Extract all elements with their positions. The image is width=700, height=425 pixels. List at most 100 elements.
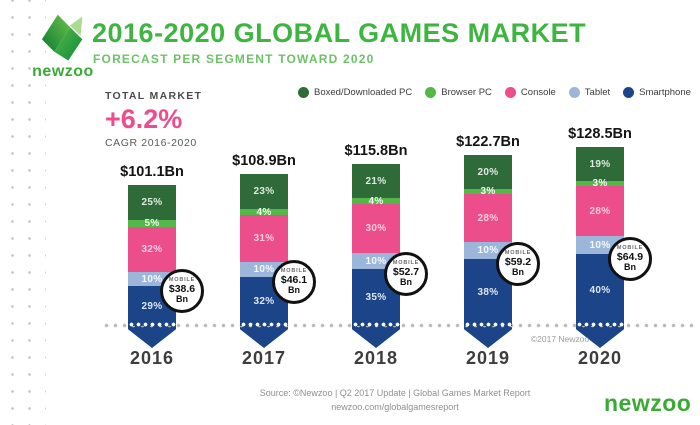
badge-value: $59.2 — [504, 255, 532, 268]
bar-segment-boxed-downloaded-pc: 25% — [128, 185, 176, 220]
segment-percent-label: 10% — [477, 245, 499, 256]
legend-color-dot-icon — [425, 87, 437, 98]
bar-arrow-tip — [128, 326, 176, 348]
badge-value: $64.9 — [616, 250, 644, 263]
newzoo-logo-icon — [41, 14, 83, 61]
badge-value: $46.1 — [280, 273, 308, 286]
bar-segment-boxed-downloaded-pc: 23% — [240, 174, 288, 209]
legend-color-dot-icon — [623, 87, 635, 98]
bar-arrow-tip — [352, 326, 400, 348]
segment-percent-label: 4% — [256, 206, 272, 218]
segment-percent-label: 29% — [141, 300, 163, 312]
badge-value: $52.7 — [392, 265, 420, 278]
badge-unit: Bn — [288, 284, 300, 295]
legend-item-2: Console — [504, 87, 556, 98]
stacked-bar-2018: 21% 4% 30% 10% 35% — [352, 164, 400, 326]
legend-item-1: Browser PC — [425, 87, 492, 98]
segment-percent-label: 3% — [480, 186, 496, 197]
legend-color-dot-icon — [504, 87, 516, 98]
x-axis-year-label: 2018 — [353, 348, 399, 368]
legend-item-label: Smartphone — [639, 87, 691, 98]
segment-percent-label: 21% — [365, 175, 387, 187]
badge-unit: Bn — [176, 293, 188, 304]
badge-unit: Bn — [512, 266, 524, 277]
legend-color-dot-icon — [298, 87, 309, 98]
bar-segment-console: 31% — [240, 215, 288, 262]
total-market-block: TOTAL MARKET +6.2% CAGR 2016-2020 — [105, 90, 215, 149]
newzoo-logo-wordmark: newzoo — [32, 63, 94, 80]
bar-segment-browser-pc: 4% — [240, 206, 288, 218]
segment-percent-label: 30% — [365, 223, 387, 234]
mobile-total-badge: MOBILE $64.9 Bn — [608, 237, 652, 281]
segment-percent-label: 10% — [589, 239, 611, 251]
badge-unit: Bn — [624, 261, 636, 272]
badge-value: $38.6 — [168, 282, 196, 295]
badge-mobile-label: MOBILE — [392, 259, 420, 266]
segment-percent-label: 25% — [141, 197, 163, 208]
stacked-bar-2020: 19% 3% 28% 10% 40% — [576, 147, 624, 326]
mobile-total-badge: MOBILE $38.6 Bn — [160, 269, 204, 313]
x-axis-year-label: 2017 — [241, 348, 287, 368]
x-axis-year-label: 2020 — [577, 348, 623, 368]
baseline-white-dots — [128, 322, 176, 327]
segment-percent-label: 35% — [365, 292, 387, 303]
bar-segment-browser-pc: 5% — [128, 218, 176, 229]
bar-segment-boxed-downloaded-pc: 21% — [352, 164, 400, 198]
baseline-dotted-line — [102, 323, 698, 328]
total-market-cagr-value: +6.2% — [105, 104, 183, 134]
bar-segment-console: 28% — [576, 186, 624, 236]
segment-percent-label: 28% — [477, 212, 499, 224]
baseline-white-dots — [352, 322, 400, 327]
decorative-dot-grid — [0, 0, 46, 425]
segment-percent-label: 10% — [365, 255, 387, 267]
source-block: Source: ©Newzoo | Q2 2017 Update | Globa… — [175, 388, 615, 412]
legend-item-label: Console — [520, 87, 556, 98]
bar-segment-console: 28% — [464, 194, 512, 242]
bar-segment-boxed-downloaded-pc: 19% — [576, 147, 624, 181]
segment-percent-label: 10% — [141, 273, 163, 285]
bar-total-label: $122.7Bn — [456, 134, 520, 150]
x-axis-year-label: 2016 — [129, 348, 175, 368]
bar-arrow-tip — [240, 326, 288, 348]
mobile-total-badge: MOBILE $52.7 Bn — [384, 252, 428, 296]
bar-segment-boxed-downloaded-pc: 20% — [464, 155, 512, 189]
segment-percent-label: 31% — [253, 233, 275, 244]
stacked-bar-2019: 20% 3% 28% 10% 38% — [464, 155, 512, 326]
bar-total-label: $101.1Bn — [120, 164, 184, 180]
segment-percent-label: 38% — [477, 287, 499, 298]
legend-item-3: Tablet — [568, 87, 611, 98]
segment-percent-label: 19% — [589, 158, 611, 170]
bar-segment-browser-pc: 3% — [576, 178, 624, 189]
bar-segment-browser-pc: 4% — [352, 195, 400, 207]
segment-percent-label: 32% — [253, 296, 275, 307]
chart-legend: Boxed/Downloaded PC Browser PC Console Tabl… — [298, 87, 694, 98]
bar-total-label: $128.5Bn — [568, 126, 632, 142]
segment-percent-label: 5% — [144, 218, 160, 229]
newzoo-logo-block: newzoo — [28, 6, 98, 81]
segment-percent-label: 23% — [253, 186, 275, 197]
mobile-total-badge: MOBILE $59.2 Bn — [496, 242, 540, 286]
legend-item-label: Browser PC — [441, 87, 492, 98]
total-market-label: TOTAL MARKET — [105, 90, 203, 102]
segment-percent-label: 4% — [368, 195, 384, 207]
x-axis-year-label: 2019 — [465, 348, 511, 368]
stacked-bar-2017: 23% 4% 31% 10% 32% — [240, 174, 288, 326]
page-title: 2016-2020 GLOBAL GAMES MARKET — [92, 18, 587, 48]
segment-percent-label: 32% — [141, 244, 163, 255]
bar-total-label: $115.8Bn — [344, 143, 408, 159]
copyright-note: ©2017 Newzoo — [530, 334, 590, 344]
segment-percent-label: 20% — [477, 166, 499, 178]
legend-item-4: Smartphone — [623, 87, 691, 98]
bar-segment-console: 30% — [352, 204, 400, 253]
source-line: Source: ©Newzoo | Q2 2017 Update | Globa… — [259, 388, 531, 398]
segment-percent-label: 10% — [253, 264, 275, 275]
stacked-bar-2016: 25% 5% 32% 10% 29% — [128, 185, 176, 326]
bar-segment-console: 32% — [128, 227, 176, 272]
source-url: newzoo.com/globalgamesreport — [331, 402, 459, 412]
legend-item-0: Boxed/Downloaded PC — [298, 87, 412, 98]
badge-mobile-label: MOBILE — [280, 267, 308, 274]
mobile-total-badge: MOBILE $46.1 Bn — [272, 260, 316, 304]
legend-item-label: Tablet — [584, 87, 611, 98]
badge-mobile-label: MOBILE — [504, 249, 532, 256]
